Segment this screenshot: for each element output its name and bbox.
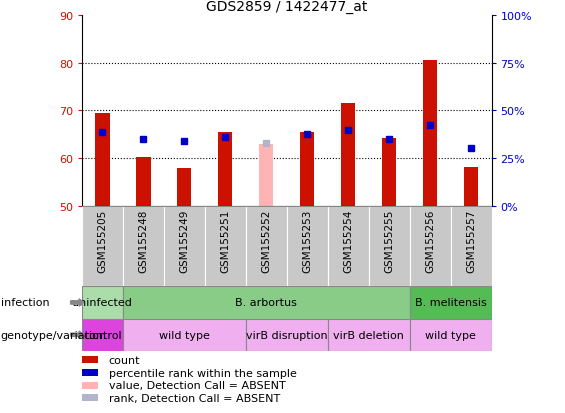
Text: GSM155248: GSM155248 <box>138 209 149 273</box>
Bar <box>123 287 410 319</box>
Text: percentile rank within the sample: percentile rank within the sample <box>108 368 297 377</box>
Bar <box>382 139 396 206</box>
Text: wild type: wild type <box>159 330 210 340</box>
Text: GSM155256: GSM155256 <box>425 209 435 273</box>
Text: B. arbortus: B. arbortus <box>235 298 297 308</box>
Bar <box>259 144 273 206</box>
Bar <box>177 169 192 206</box>
Bar <box>123 206 164 287</box>
Bar <box>218 133 232 206</box>
Title: GDS2859 / 1422477_at: GDS2859 / 1422477_at <box>206 0 367 14</box>
Bar <box>341 104 355 206</box>
Bar <box>369 206 410 287</box>
Text: count: count <box>108 355 140 365</box>
Text: GSM155252: GSM155252 <box>261 209 271 273</box>
Bar <box>287 206 328 287</box>
Bar <box>328 206 369 287</box>
Text: value, Detection Call = ABSENT: value, Detection Call = ABSENT <box>108 380 285 390</box>
Bar <box>136 157 150 206</box>
Bar <box>410 319 492 351</box>
Text: virB deletion: virB deletion <box>333 330 404 340</box>
Bar <box>82 382 98 389</box>
Bar <box>164 206 205 287</box>
Bar <box>205 206 246 287</box>
Bar <box>95 114 110 206</box>
Text: uninfected: uninfected <box>72 298 132 308</box>
Bar <box>82 206 123 287</box>
Bar <box>423 61 437 206</box>
Bar <box>82 356 98 363</box>
Text: virB disruption: virB disruption <box>246 330 328 340</box>
Bar <box>328 319 410 351</box>
Bar <box>300 133 314 206</box>
Text: GSM155251: GSM155251 <box>220 209 231 273</box>
Text: rank, Detection Call = ABSENT: rank, Detection Call = ABSENT <box>108 393 280 403</box>
Bar <box>82 369 98 376</box>
Bar <box>246 206 287 287</box>
Bar <box>464 167 478 206</box>
Bar <box>82 394 98 401</box>
Bar <box>410 287 492 319</box>
Bar <box>82 319 123 351</box>
Text: GSM155257: GSM155257 <box>466 209 476 273</box>
Text: GSM155205: GSM155205 <box>97 209 107 273</box>
Bar <box>451 206 492 287</box>
Bar <box>123 319 246 351</box>
Bar <box>410 206 451 287</box>
Text: GSM155249: GSM155249 <box>179 209 189 273</box>
Text: infection: infection <box>1 298 49 308</box>
Text: GSM155254: GSM155254 <box>343 209 353 273</box>
Text: B. melitensis: B. melitensis <box>415 298 486 308</box>
Bar <box>246 319 328 351</box>
Text: wild type: wild type <box>425 330 476 340</box>
Text: GSM155253: GSM155253 <box>302 209 312 273</box>
Text: GSM155255: GSM155255 <box>384 209 394 273</box>
Text: genotype/variation: genotype/variation <box>1 330 107 340</box>
Bar <box>82 287 123 319</box>
Text: control: control <box>83 330 121 340</box>
